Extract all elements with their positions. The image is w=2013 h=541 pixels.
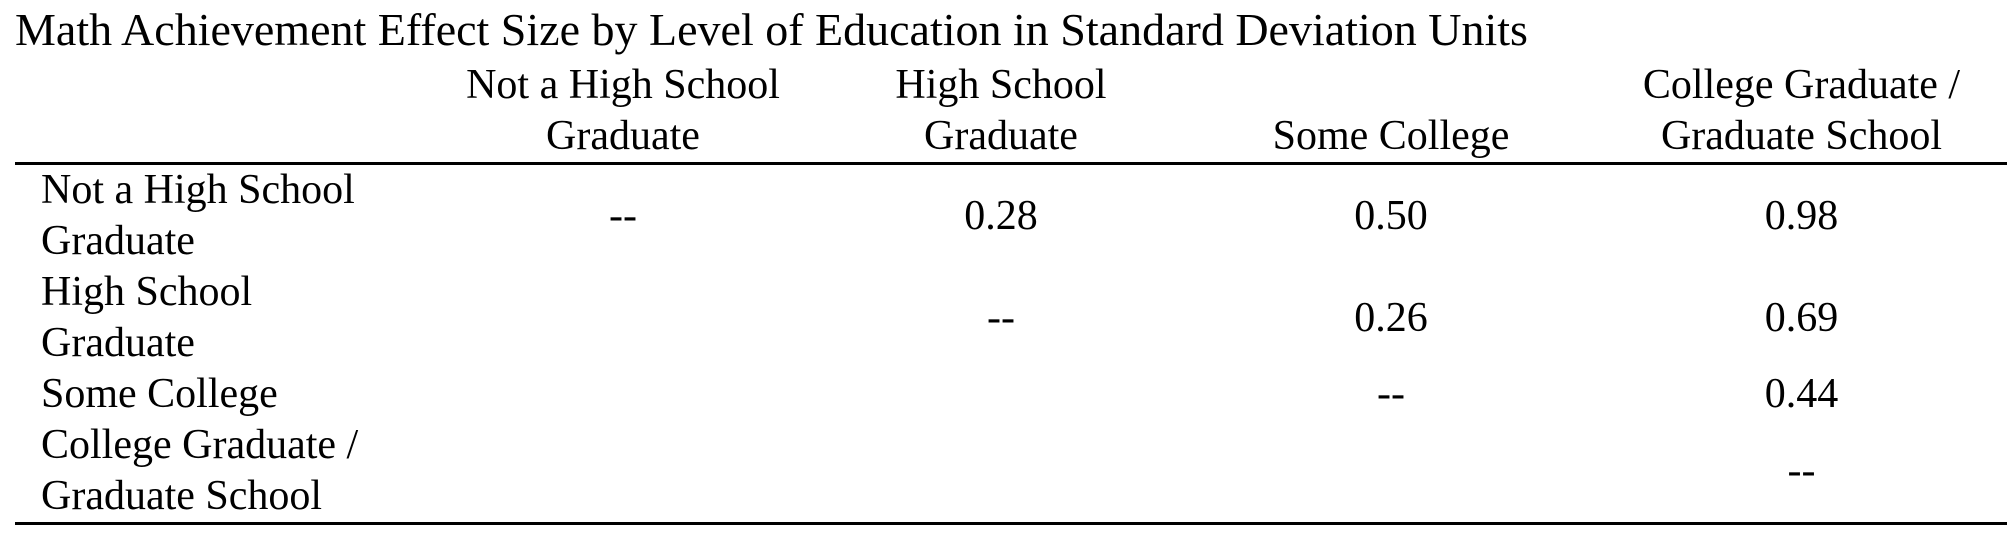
table-cell: 0.50 [1354,192,1428,239]
table-cell [816,420,1186,525]
column-header-line: High School [895,62,1107,108]
row-label-line: College Graduate / [41,422,359,468]
table-cell [1186,420,1596,525]
table-cell [430,420,816,525]
table-cell [816,369,1186,420]
column-header: Some College [1186,58,1596,165]
table-cell [430,267,816,369]
table-cell: 0.28 [964,192,1038,239]
row-label-line: Graduate School [41,473,323,519]
column-header-line: Some College [1272,113,1510,159]
table-cell: -- [987,294,1015,341]
row-label-line: High School [41,269,253,315]
column-header-line [15,60,430,111]
row-label-line: Graduate [41,320,195,366]
row-label: College Graduate / Graduate School [15,420,430,525]
column-header-line [1186,60,1596,111]
table-title: Math Achievement Effect Size by Level of… [15,4,1528,55]
column-header: Not a High School Graduate [430,58,816,165]
table-row: Some College -- 0.44 [15,369,2007,420]
row-label-line: Some College [41,371,278,417]
column-header: High School Graduate [816,58,1186,165]
table-cell: 0.98 [1764,192,1839,239]
row-label: Some College [15,369,430,420]
header-row: Not a High School Graduate High School Grad… [15,58,2007,165]
column-header-line [15,111,430,162]
table-row: High School Graduate -- 0.26 0.69 [15,267,2007,369]
table-cell: -- [609,192,637,239]
column-header-line: Graduate [924,113,1078,159]
effect-size-table: Not a High School Graduate High School Grad… [15,58,2007,525]
row-label-line: Not a High School [41,167,355,213]
row-label: High School Graduate [15,267,430,369]
table-cell: 0.69 [1764,294,1839,341]
table-cell: 0.44 [1764,371,1839,417]
column-header: College Graduate / Graduate School [1596,58,2007,165]
table-row: College Graduate / Graduate School -- [15,420,2007,525]
table-row: Not a High School Graduate -- 0.28 0.50 0.98 [15,164,2007,268]
table-cell: -- [1377,371,1405,417]
column-header-line: Not a High School [466,62,780,108]
row-label: Not a High School Graduate [15,164,430,268]
row-label-line: Graduate [41,218,195,264]
table-cell: -- [1596,420,2007,525]
column-header-line: Graduate School [1660,113,1943,159]
column-header [15,58,430,165]
table-cell: 0.26 [1354,294,1428,341]
table-cell [430,369,816,420]
column-header-line: College Graduate / [1642,62,1961,108]
column-header-line: Graduate [546,113,700,159]
